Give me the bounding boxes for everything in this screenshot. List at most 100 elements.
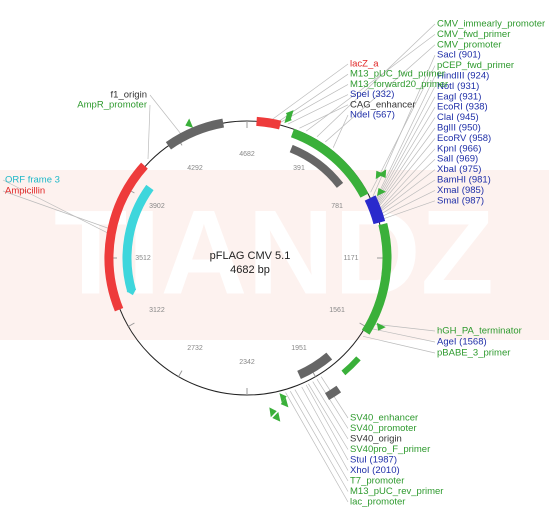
- feature-label: lacZ_a: [350, 59, 379, 70]
- feature-label: CAG_enhancer: [350, 99, 415, 110]
- leader-line: [305, 384, 349, 461]
- leader-line: [378, 148, 436, 211]
- feature-label: SpeI (332): [350, 89, 394, 100]
- feature-arrow: [375, 170, 385, 180]
- feature-label: SV40_promoter: [350, 423, 417, 434]
- feature-arrow: [376, 322, 386, 331]
- f1-origin-arc: [165, 118, 225, 150]
- tick-label: 781: [331, 203, 343, 210]
- leader-line: [325, 44, 436, 143]
- tick-label: 2342: [239, 359, 255, 366]
- leader-line: [294, 389, 349, 482]
- feature-label: f1_origin: [111, 90, 147, 101]
- feature-arrow: [185, 118, 194, 128]
- feature-arrow: [126, 288, 137, 296]
- feature-label: EcoRI (938): [437, 102, 488, 113]
- leader-line: [287, 94, 349, 125]
- feature-label: pCEP_fwd_primer: [437, 60, 514, 71]
- feature-label: StuI (1987): [350, 455, 397, 466]
- orf-frame-arc: [122, 184, 154, 293]
- feature-label: SalI (969): [437, 154, 478, 165]
- plasmid-name: pFLAG CMV 5.1: [210, 250, 291, 262]
- feature-label: hGH_PA_terminator: [437, 326, 522, 337]
- feature-label: ClaI (945): [437, 112, 479, 123]
- feature-label: XmaI (985): [437, 185, 484, 196]
- leader-line: [316, 379, 349, 429]
- feature-label: M13_pUC_fwd_primer: [350, 69, 445, 80]
- tick-label: 2732: [187, 345, 203, 352]
- leader-line: [312, 381, 349, 440]
- feature-arrow: [279, 393, 287, 403]
- leader-line: [368, 327, 436, 343]
- feature-label: EagI (931): [437, 91, 481, 102]
- leader-line: [376, 107, 436, 205]
- feature-label: Ampicillin: [5, 186, 45, 197]
- leader-line: [374, 75, 436, 202]
- tick-label: 391: [293, 165, 305, 172]
- tick-label: 1951: [291, 345, 307, 352]
- feature-label: NdeI (567): [350, 110, 395, 121]
- plasmid-size: 4682 bp: [230, 264, 270, 276]
- feature-label: CMV_immearly_promoter: [437, 19, 545, 30]
- feature-label: AmpR_promoter: [77, 100, 147, 111]
- feature-label: pBABE_3_primer: [437, 348, 510, 359]
- leader-line: [375, 96, 436, 204]
- leader-line: [147, 104, 151, 160]
- sv40-promoter-arc: [341, 356, 361, 376]
- feature-label: M13_forward20_primer: [350, 79, 448, 90]
- cag-arc: [289, 144, 344, 188]
- leader-line: [376, 127, 436, 207]
- feature-arrow: [285, 110, 294, 120]
- tick-label: 1171: [343, 255, 358, 262]
- leader-line: [362, 335, 436, 354]
- leader-line: [370, 65, 436, 193]
- feature-label: M13_pUC_rev_primer: [350, 486, 443, 497]
- feature-label: XbaI (975): [437, 164, 481, 175]
- leader-line: [377, 138, 436, 209]
- leader-line: [378, 158, 436, 212]
- tick-label: 3512: [135, 255, 151, 262]
- feature-arrow: [272, 411, 281, 422]
- leader-line: [380, 190, 436, 218]
- tick-label: 3902: [149, 203, 165, 210]
- mcs-arc: [364, 195, 386, 225]
- tick-label: 4682: [239, 151, 255, 158]
- feature-label: SV40pro_F_primer: [350, 444, 430, 455]
- feature-label: KpnI (966): [437, 143, 481, 154]
- feature-arrow: [280, 397, 289, 408]
- leader-line: [301, 386, 349, 471]
- feature-label: BamHI (981): [437, 175, 491, 186]
- tick-mark: [178, 370, 183, 377]
- watermark-band: [0, 170, 549, 340]
- feature-label: EcoRV (958): [437, 133, 491, 144]
- leader-line: [320, 376, 349, 419]
- leader-line: [271, 63, 349, 121]
- leader-line: [370, 323, 436, 332]
- leader-line: [376, 117, 436, 206]
- tick-mark: [128, 322, 135, 327]
- tick-label: 4292: [187, 165, 203, 172]
- cmv-promoter-arc: [290, 128, 369, 198]
- feature-label: CMV_fwd_primer: [437, 29, 510, 40]
- sv40-small-arc: [324, 385, 342, 401]
- tick-label: 1561: [329, 307, 345, 314]
- leader-line: [289, 390, 349, 492]
- feature-label: XhoI (2010): [350, 465, 400, 476]
- leader-line: [280, 84, 349, 123]
- leader-line: [149, 94, 182, 135]
- leader-line: [299, 104, 349, 129]
- leader-line: [308, 383, 349, 450]
- feature-label: SV40_enhancer: [350, 413, 418, 424]
- feature-arrow: [269, 407, 277, 418]
- feature-arrow: [376, 188, 386, 197]
- feature-label: AgeI (1568): [437, 337, 487, 348]
- leader-line: [379, 179, 436, 216]
- feature-label: SmaI (987): [437, 195, 484, 206]
- leader-line: [316, 23, 436, 138]
- sv40-origin-arc: [297, 352, 333, 380]
- lacz-arc: [256, 116, 282, 130]
- feature-label: SV40_origin: [350, 434, 402, 445]
- leader-line: [332, 114, 349, 148]
- feature-label: T7_promoter: [350, 476, 404, 487]
